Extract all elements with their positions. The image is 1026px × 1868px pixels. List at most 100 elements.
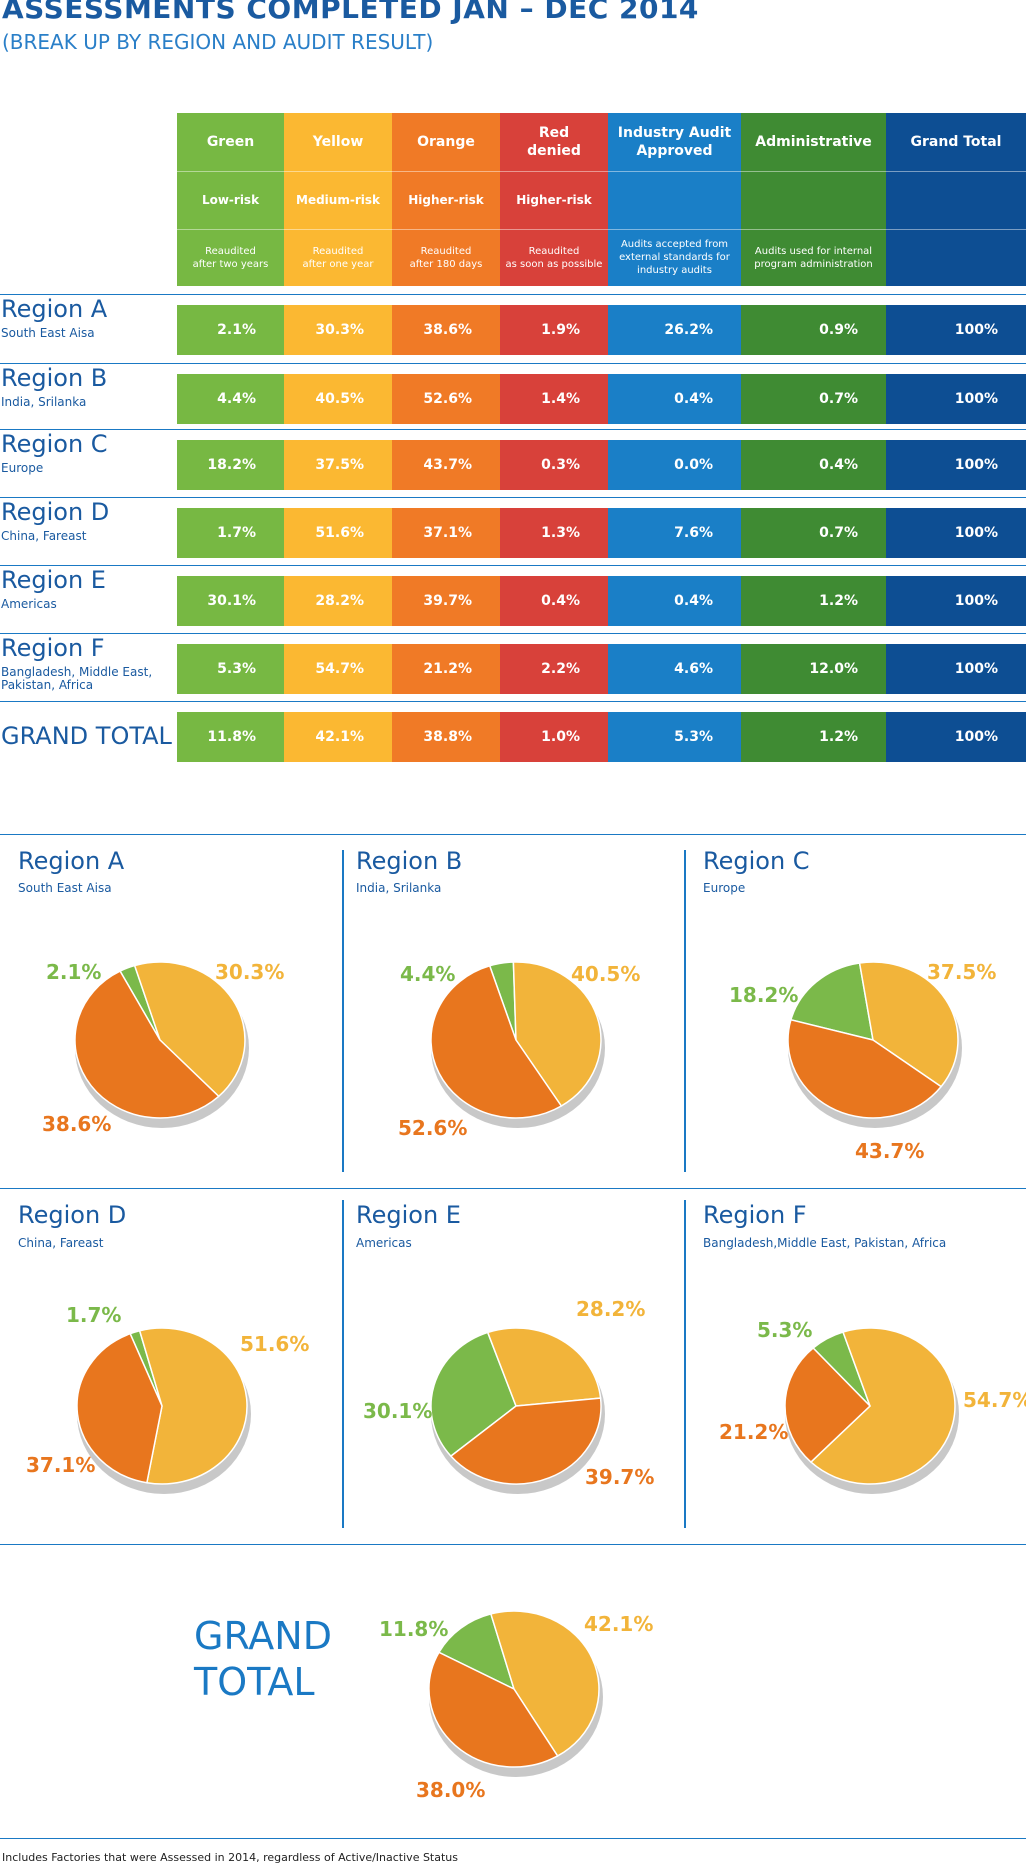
cell-industry: 7.6% — [608, 508, 741, 558]
cell-green: 5.3% — [177, 644, 284, 694]
row-rule — [0, 294, 1026, 295]
row-rule — [0, 429, 1026, 430]
pie-shadow — [431, 1334, 605, 1494]
pie-title: Region A — [18, 847, 125, 875]
cell-total: 100% — [886, 440, 1026, 490]
pie-title: Region F — [703, 1201, 807, 1229]
cell-yellow: 54.7% — [284, 644, 392, 694]
pie-label-orange: 52.6% — [398, 1116, 468, 1140]
header-industry-label: Industry Audit Approved — [608, 113, 741, 171]
grand-total-cell-industry: 5.3% — [608, 712, 741, 762]
section-rule — [0, 1188, 1026, 1189]
pie-slice-orange — [430, 964, 563, 1119]
row-rule — [0, 497, 1026, 498]
row-label: Region A — [1, 295, 108, 323]
page-title: ASSESSMENTS COMPLETED JAN – DEC 2014 — [2, 0, 699, 25]
pie-shadow — [785, 1334, 959, 1494]
header-admin-risk — [741, 171, 886, 229]
column-divider — [684, 1200, 686, 1528]
row-label: Region D — [1, 498, 110, 526]
header-admin-label: Administrative — [741, 113, 886, 171]
footnote: Includes Factories that were Assessed in… — [2, 1851, 459, 1864]
pie-label-yellow: 42.1% — [584, 1612, 654, 1636]
pie-slice-green — [430, 1331, 517, 1458]
cell-yellow: 40.5% — [284, 374, 392, 424]
header-red-risk: Higher-risk — [500, 171, 608, 229]
pie-label-yellow: 51.6% — [240, 1332, 310, 1356]
header-separator — [177, 229, 1026, 230]
pie-label-green: 11.8% — [379, 1617, 449, 1641]
row-rule — [0, 363, 1026, 364]
section-rule — [0, 1544, 1026, 1545]
pie-label-orange: 21.2% — [719, 1420, 789, 1444]
pie-label-yellow: 40.5% — [571, 962, 641, 986]
header-admin-note: Audits used for internal program adminis… — [741, 229, 886, 286]
cell-red: 1.9% — [500, 305, 608, 355]
pie-slice-green — [789, 962, 874, 1042]
cell-industry: 0.4% — [608, 576, 741, 626]
header-green-note: Reaudited after two years — [177, 229, 284, 286]
pie-slice-green — [119, 964, 161, 1041]
row-sublabel: China, Fareast — [1, 529, 87, 543]
pie-slice-yellow — [486, 1327, 602, 1407]
cell-industry: 0.4% — [608, 374, 741, 424]
section-rule — [0, 1838, 1026, 1839]
pie-title: Region C — [703, 847, 810, 875]
pie-shadow — [75, 968, 249, 1128]
cell-admin: 0.7% — [741, 508, 886, 558]
cell-total: 100% — [886, 644, 1026, 694]
pie-shadow — [788, 968, 962, 1128]
pie-label-orange: 38.0% — [416, 1778, 486, 1802]
header-yellow-risk: Medium-risk — [284, 171, 392, 229]
results-table: Green Low-risk Reaudited after two years Ye… — [0, 0, 1026, 770]
pie-title: Region B — [356, 847, 463, 875]
pie-slice-orange — [784, 1347, 872, 1464]
grand-total-cell-green: 11.8% — [177, 712, 284, 762]
cell-orange: 43.7% — [392, 440, 500, 490]
cell-total: 100% — [886, 508, 1026, 558]
grand-total-cell-total: 100% — [886, 712, 1026, 762]
pie-shadow — [429, 1617, 603, 1777]
cell-industry: 26.2% — [608, 305, 741, 355]
header-yellow-note: Reaudited after one year — [284, 229, 392, 286]
header-green-label: Green — [177, 113, 284, 171]
pie-slice-orange — [428, 1651, 559, 1768]
pie-slice-orange — [449, 1397, 602, 1485]
cell-total: 100% — [886, 576, 1026, 626]
pie-slice-yellow — [809, 1327, 956, 1485]
cell-yellow: 37.5% — [284, 440, 392, 490]
cell-admin: 12.0% — [741, 644, 886, 694]
cell-green: 1.7% — [177, 508, 284, 558]
header-total-note — [886, 229, 1026, 286]
pie-slice-green — [437, 1613, 516, 1691]
header-orange-label: Orange — [392, 113, 500, 171]
pie-label-yellow: 30.3% — [215, 960, 285, 984]
cell-red: 1.4% — [500, 374, 608, 424]
pie-subtitle: South East Aisa — [18, 881, 112, 895]
header-yellow-label: Yellow — [284, 113, 392, 171]
cell-green: 30.1% — [177, 576, 284, 626]
pie-label-green: 2.1% — [46, 960, 102, 984]
grand-total-label: GRAND TOTAL — [1, 722, 172, 750]
section-rule — [0, 834, 1026, 835]
grand-total-cell-admin: 1.2% — [741, 712, 886, 762]
pie-slice-green — [812, 1331, 871, 1407]
page-subtitle: (BREAK UP BY REGION AND AUDIT RESULT) — [2, 30, 434, 54]
header-total-risk — [886, 171, 1026, 229]
pie-title: Region D — [18, 1201, 127, 1229]
cell-green: 18.2% — [177, 440, 284, 490]
pie-shadow — [431, 968, 605, 1128]
cell-orange: 21.2% — [392, 644, 500, 694]
cell-orange: 38.6% — [392, 305, 500, 355]
row-label: Region C — [1, 430, 108, 458]
cell-red: 0.3% — [500, 440, 608, 490]
pie-slice-orange — [74, 970, 220, 1119]
cell-admin: 0.9% — [741, 305, 886, 355]
pie-label-yellow: 28.2% — [576, 1297, 646, 1321]
pie-subtitle: Europe — [703, 881, 746, 895]
cell-green: 4.4% — [177, 374, 284, 424]
grand-total-cell-orange: 38.8% — [392, 712, 500, 762]
pie-slice-yellow — [489, 1610, 600, 1757]
row-sublabel: Bangladesh, Middle East, Pakistan, Afric… — [1, 665, 153, 692]
cell-orange: 52.6% — [392, 374, 500, 424]
